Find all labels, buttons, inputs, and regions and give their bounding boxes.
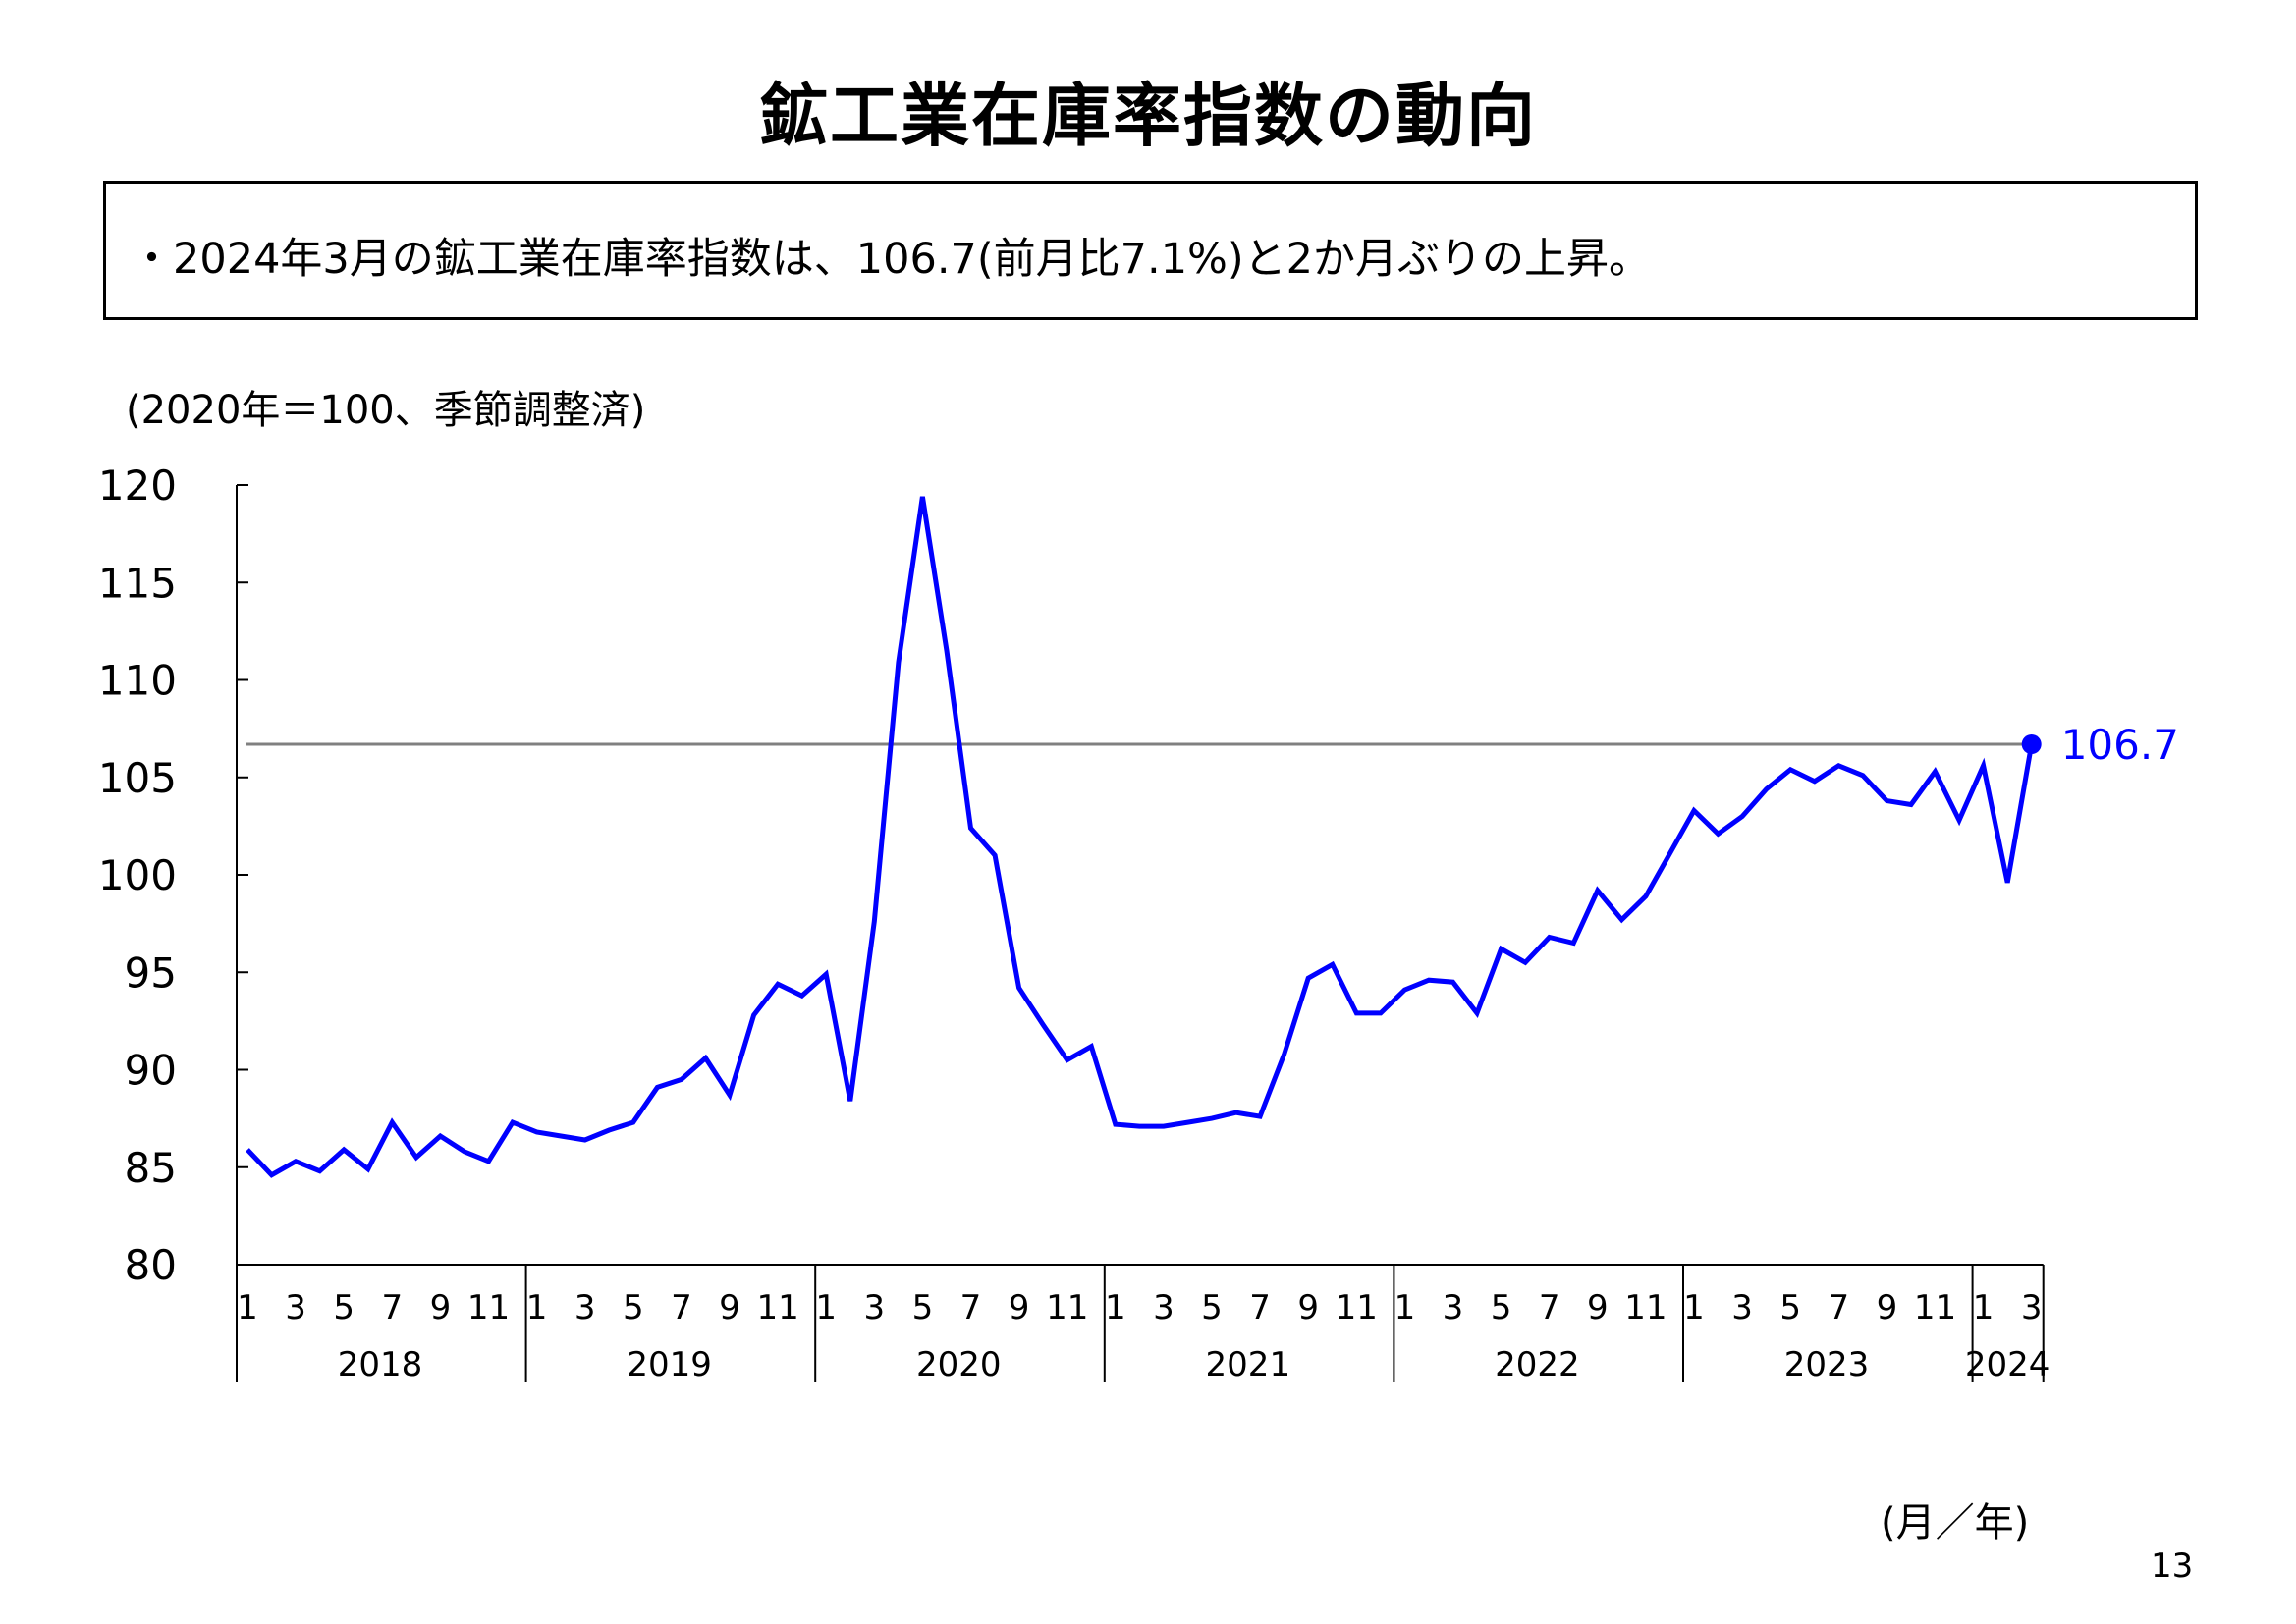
x-month-label: 5 — [623, 1288, 644, 1327]
x-month-label: 11 — [1336, 1288, 1378, 1327]
x-month-label: 5 — [1201, 1288, 1223, 1327]
x-year-label: 2023 — [1784, 1345, 1870, 1384]
x-month-label: 11 — [1914, 1288, 1956, 1327]
x-month-label: 3 — [2021, 1288, 2043, 1327]
x-month-label: 3 — [285, 1288, 306, 1327]
x-month-label: 7 — [960, 1288, 982, 1327]
unit-note: (2020年＝100、季節調整済) — [126, 388, 646, 433]
x-month-label: 1 — [1973, 1288, 1995, 1327]
y-tick-label: 105 — [98, 754, 177, 802]
x-month-label: 1 — [1105, 1288, 1126, 1327]
x-month-label: 1 — [815, 1288, 837, 1327]
x-month-label: 1 — [237, 1288, 258, 1327]
y-tick-label: 120 — [98, 461, 177, 510]
x-month-label: 7 — [1249, 1288, 1271, 1327]
summary-text: ・2024年3月の鉱工業在庫率指数は、106.7(前月比7.1%)と2か月ぶりの… — [131, 235, 1652, 284]
x-month-label: 3 — [863, 1288, 885, 1327]
x-month-label: 9 — [1587, 1288, 1609, 1327]
x-month-label: 1 — [1394, 1288, 1416, 1327]
x-month-label: 3 — [1443, 1288, 1464, 1327]
x-year-label: 2020 — [916, 1345, 1002, 1384]
x-month-label: 5 — [333, 1288, 355, 1327]
x-month-label: 7 — [671, 1288, 692, 1327]
x-month-label: 9 — [719, 1288, 740, 1327]
x-month-label: 5 — [1779, 1288, 1801, 1327]
x-month-label: 3 — [1153, 1288, 1175, 1327]
x-unit-note: (月／年) — [1881, 1500, 2030, 1545]
x-month-label: 5 — [912, 1288, 934, 1327]
x-month-label: 1 — [1683, 1288, 1705, 1327]
x-year-label: 2019 — [627, 1345, 712, 1384]
last-point-marker — [2021, 734, 2042, 755]
x-month-label: 9 — [430, 1288, 452, 1327]
x-month-label: 11 — [467, 1288, 510, 1327]
series-line — [246, 496, 2035, 1178]
x-year-label: 2018 — [338, 1345, 423, 1384]
series-group: 106.7 — [246, 496, 2179, 1178]
x-month-label: 9 — [1009, 1288, 1030, 1327]
x-month-label: 7 — [1828, 1288, 1849, 1327]
x-year-label: 2022 — [1495, 1345, 1580, 1384]
summary-box: ・2024年3月の鉱工業在庫率指数は、106.7(前月比7.1%)と2か月ぶりの… — [103, 181, 2198, 320]
x-month-label: 11 — [756, 1288, 798, 1327]
x-month-label: 9 — [1297, 1288, 1319, 1327]
x-month-label: 5 — [1491, 1288, 1512, 1327]
x-year-label: 2021 — [1206, 1345, 1291, 1384]
page-number: 13 — [2151, 1546, 2194, 1586]
x-month-label: 1 — [526, 1288, 548, 1327]
y-tick-label: 80 — [125, 1241, 177, 1289]
y-axis: 80 85 90 95 100 105 110 115 120 — [98, 461, 248, 1289]
x-month-label: 11 — [1624, 1288, 1667, 1327]
last-point-label: 106.7 — [2061, 721, 2179, 769]
x-month-label: 9 — [1877, 1288, 1898, 1327]
y-tick-label: 115 — [98, 559, 177, 607]
x-month-label: 7 — [381, 1288, 403, 1327]
x-month-label: 11 — [1046, 1288, 1088, 1327]
x-month-label: 7 — [1539, 1288, 1560, 1327]
y-tick-label: 110 — [98, 657, 177, 705]
y-tick-label: 95 — [125, 948, 177, 997]
x-year-label: 2024 — [1965, 1345, 2050, 1384]
page-title: 鉱工業在庫率指数の動向 — [759, 76, 1537, 156]
y-tick-label: 85 — [125, 1144, 177, 1192]
x-month-label: 3 — [1731, 1288, 1753, 1327]
y-tick-label: 90 — [125, 1047, 177, 1095]
x-month-label: 3 — [574, 1288, 596, 1327]
y-tick-label: 100 — [98, 851, 177, 899]
